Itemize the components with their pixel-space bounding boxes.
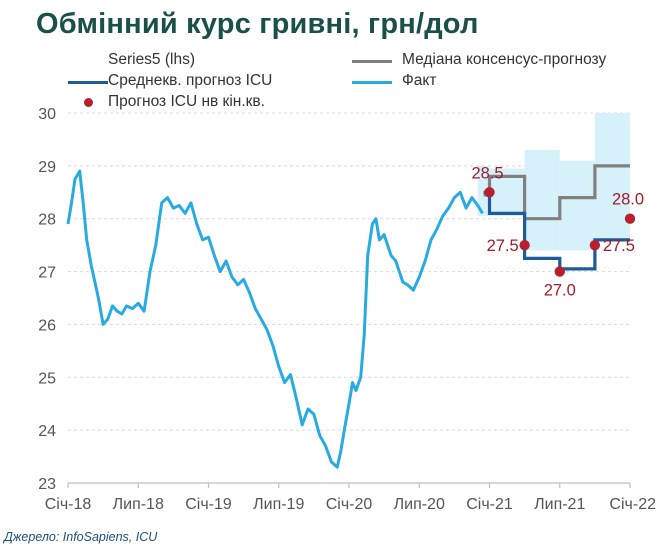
icu-avg-line [483, 190, 630, 271]
icu-eoq-point-1 [519, 239, 530, 251]
band-step-4 [594, 113, 630, 240]
x-tick-label-2: Січ-19 [185, 496, 232, 513]
icu-eoq-label-3: 27.5 [603, 237, 635, 255]
legend-fact-label: Факт [402, 72, 437, 89]
y-tick-label-5: 25 [38, 370, 56, 387]
icu-eoq-label-0: 28.5 [471, 164, 503, 182]
legend-icu-avg-label: Среднекв. прогноз ICU [108, 72, 273, 89]
median-line [483, 164, 630, 221]
icu-eoq-points [484, 187, 636, 277]
legend-icu-eoq-swatch [84, 98, 93, 107]
median-series [483, 164, 630, 221]
x-tick-label-1: Лип-18 [113, 496, 164, 513]
x-tick-label-6: Січ-21 [466, 496, 513, 513]
y-tick-label-4: 26 [38, 317, 56, 334]
y-tick-labels: 30 29 28 27 26 25 24 23 [38, 106, 56, 493]
x-tick-labels: Січ-18 Лип-18 Січ-19 Лип-19 Січ-20 Лип-20 Січ-… [45, 496, 656, 513]
y-tick-label-6: 24 [38, 423, 56, 440]
icu-eoq-point-2 [554, 266, 565, 277]
icu-eoq-label-2: 27.0 [544, 282, 576, 300]
legend-icu-eoq: Прогноз ICU нв кін.кв. [68, 93, 328, 113]
x-axis [67, 482, 631, 488]
legend-median: Медіана консенсус-прогнозу [352, 51, 652, 71]
icu-eoq-point-0 [484, 187, 495, 198]
fact-line [66, 169, 484, 469]
legend-median-label: Медіана консенсус-прогнозу [402, 51, 607, 68]
range-band [477, 113, 630, 251]
legend-icu-avg: Среднекв. прогноз ICU [68, 72, 328, 92]
x-tick-label-3: Лип-19 [253, 496, 304, 513]
band-step-3 [559, 160, 595, 251]
icu-eoq-point-3 [589, 239, 601, 251]
band-step-2 [524, 150, 560, 251]
x-tick-label-0: Січ-18 [45, 496, 92, 513]
icu-eoq-labels: 28.5 27.5 27.0 27.5 28.0 [471, 164, 644, 299]
icu-avg-series [483, 190, 630, 271]
legend-icu-eoq-label: Прогноз ICU нв кін.кв. [108, 93, 265, 110]
source-note: Джерело: InfoSapiens, ICU [4, 530, 158, 544]
legend-fact-swatch [352, 81, 392, 84]
legend-icu-avg-swatch [68, 81, 108, 84]
x-tick-label-7: Лип-21 [534, 496, 585, 513]
legend-series5-label: Series5 (lhs) [108, 51, 195, 68]
icu-eoq-point-4 [624, 213, 636, 224]
x-tick-label-8: Січ-22 [609, 496, 656, 513]
y-tick-label-0: 30 [38, 106, 56, 123]
icu-eoq-label-4: 28.0 [612, 191, 644, 209]
chart-title: Обмінний курс гривні, грн/дол [36, 8, 479, 40]
legend-median-swatch [352, 60, 392, 63]
y-tick-label-1: 29 [38, 159, 56, 176]
y-tick-label-2: 28 [38, 212, 56, 229]
legend-fact: Факт [352, 72, 652, 92]
fact-series [66, 169, 484, 469]
icu-eoq-label-1: 27.5 [487, 237, 519, 255]
y-tick-label-7: 23 [38, 476, 56, 493]
x-tick-label-5: Лип-20 [394, 496, 445, 513]
x-tick-label-4: Січ-20 [326, 496, 373, 513]
legend-series5: Series5 (lhs) [68, 51, 328, 71]
y-tick-label-3: 27 [38, 265, 56, 282]
legend-series5-swatch [68, 60, 108, 63]
